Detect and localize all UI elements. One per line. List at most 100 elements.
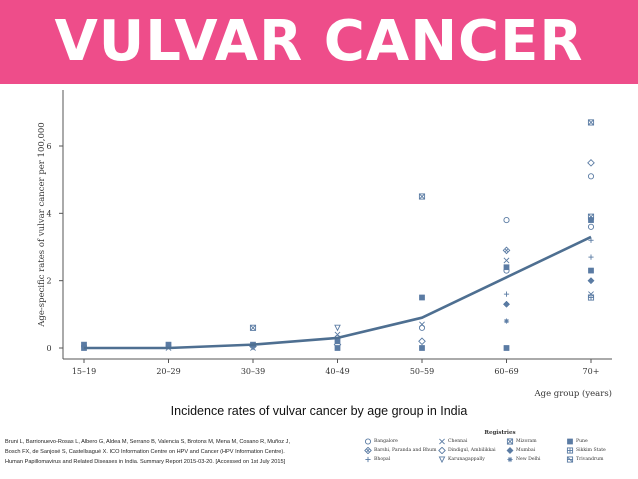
legend-marker-icon bbox=[567, 438, 573, 445]
scatter-point bbox=[503, 291, 510, 297]
scatter-point bbox=[587, 277, 595, 285]
legend-label: Bhopal bbox=[374, 457, 391, 462]
mean-series-line bbox=[84, 235, 592, 350]
legend-item: Bhopal bbox=[364, 456, 438, 463]
scatter-point bbox=[588, 237, 594, 243]
legend-item: Bangalore bbox=[364, 438, 438, 445]
legend-label: Barshi, Paranda and Bhum bbox=[374, 448, 437, 453]
scatter-point bbox=[418, 324, 426, 331]
citation-line: Human Papillomavirus and Related Disease… bbox=[5, 459, 286, 465]
incidence-chart: 0 2 4 6 15–19 20–29 30–39 40–49 50–59 60–69 70+ Age… bbox=[37, 90, 612, 399]
citation: Bruni L, Barrionuevo-Rosas L, Albero G, … bbox=[5, 437, 355, 467]
x-tick-label: 50–59 bbox=[410, 367, 434, 376]
scatter-point bbox=[503, 267, 510, 274]
scatter-point bbox=[506, 438, 514, 445]
y-tick-label: 0 bbox=[46, 344, 51, 353]
legend-marker-icon bbox=[506, 447, 514, 454]
scatter-point bbox=[507, 456, 513, 463]
legend-marker-icon bbox=[438, 447, 446, 454]
legend-marker-icon bbox=[566, 456, 574, 463]
citation-line: Bosch FX, de Sanjosé S, Castellsagué X. … bbox=[5, 449, 285, 455]
scatter-point bbox=[587, 294, 595, 301]
legend-marker-icon bbox=[364, 438, 372, 445]
scatter-point bbox=[587, 119, 595, 126]
legend-item: Barshi, Paranda and Bhum bbox=[364, 447, 438, 454]
scatter-point bbox=[587, 173, 595, 180]
legend-marker-icon bbox=[439, 438, 445, 445]
chart-caption: Incidence rates of vulvar cancer by age … bbox=[170, 404, 468, 418]
scatter-point bbox=[503, 318, 510, 324]
legend-label: Mizoram bbox=[516, 439, 537, 444]
page-title: VULVAR CANCER bbox=[54, 9, 584, 74]
legend-item: Mizoram bbox=[506, 438, 566, 445]
legend-item: Mumbai bbox=[506, 447, 566, 454]
scatter-point bbox=[503, 217, 510, 224]
scatter-point bbox=[439, 438, 445, 445]
scatter-point bbox=[502, 246, 511, 255]
x-axis-label: Age group (years) bbox=[533, 388, 612, 399]
scatter-point bbox=[250, 345, 256, 351]
scatter-point bbox=[418, 337, 426, 346]
legend-marker-icon bbox=[438, 456, 446, 463]
scatter-point bbox=[588, 217, 594, 223]
scatter-point bbox=[418, 193, 426, 200]
scatter-point bbox=[502, 300, 511, 308]
y-tick-label: 2 bbox=[46, 277, 51, 286]
scatter-point bbox=[503, 264, 510, 271]
legend-label: Chennai bbox=[448, 439, 468, 444]
legend-marker-icon bbox=[365, 456, 371, 463]
legend-label: Pune bbox=[576, 439, 588, 444]
scatter-point bbox=[365, 456, 371, 463]
scatter-point bbox=[587, 158, 595, 167]
legend-label: Trivandrum bbox=[576, 457, 604, 462]
legend-item: Karunagappally bbox=[438, 456, 506, 463]
scatter-point bbox=[419, 294, 425, 301]
legend-marker-icon bbox=[506, 438, 514, 445]
x-tick-label: 70+ bbox=[583, 367, 600, 376]
scatter-point bbox=[566, 456, 574, 463]
scatter-point bbox=[334, 324, 341, 332]
scatter-point bbox=[567, 438, 573, 445]
legend-item: Trivandrum bbox=[566, 456, 636, 463]
legend-item: Chennai bbox=[438, 438, 506, 445]
scatter-point bbox=[419, 345, 425, 351]
legend-label: Dindigul, Ambilikkai bbox=[448, 448, 496, 453]
legend-label: Karunagappally bbox=[448, 457, 485, 462]
x-tick-label: 20–29 bbox=[156, 367, 180, 376]
legend-grid: Bangalore Chennai Mizoram Pune Barshi, Paran… bbox=[364, 438, 636, 463]
legend-item: Sikkim State bbox=[566, 447, 636, 454]
legend-item: New Delhi bbox=[506, 456, 566, 463]
y-tick-label: 6 bbox=[46, 142, 51, 151]
legend-label: New Delhi bbox=[516, 457, 541, 462]
scatter-point bbox=[364, 438, 372, 445]
scatter-point bbox=[334, 345, 341, 351]
x-tick-label: 15–19 bbox=[72, 367, 96, 376]
scatter-point bbox=[588, 267, 594, 274]
legend-marker-icon bbox=[507, 456, 513, 463]
legend-item: Pune bbox=[566, 438, 636, 445]
chart-legend: Registries Bangalore Chennai Mizoram Pune Ba… bbox=[364, 430, 636, 463]
scatter-point bbox=[438, 447, 446, 454]
scatter-point bbox=[588, 291, 594, 298]
scatter-point bbox=[249, 324, 257, 331]
title-banner bbox=[0, 0, 638, 84]
y-axis-label: Age-specific rates of vulvar cancer per … bbox=[37, 122, 47, 327]
scatter-point bbox=[438, 456, 446, 463]
scatter-point bbox=[364, 447, 372, 454]
legend-label: Sikkim State bbox=[576, 448, 606, 453]
legend-item: Dindigul, Ambilikkai bbox=[438, 447, 506, 454]
legend-title: Registries bbox=[484, 430, 516, 436]
x-tick-label: 30–39 bbox=[241, 367, 265, 376]
scatter-point bbox=[503, 257, 510, 264]
scatter-point bbox=[506, 447, 514, 454]
legend-label: Bangalore bbox=[374, 439, 398, 444]
x-tick-label: 60–69 bbox=[494, 367, 518, 376]
scatter-point bbox=[588, 254, 594, 260]
scatter-point bbox=[566, 447, 574, 454]
y-tick-label: 4 bbox=[46, 209, 51, 218]
x-tick-label: 40–49 bbox=[325, 367, 349, 376]
legend-marker-icon bbox=[566, 447, 574, 454]
scatter-point bbox=[503, 345, 510, 351]
legend-label: Mumbai bbox=[516, 448, 536, 453]
citation-line: Bruni L, Barrionuevo-Rosas L, Albero G, … bbox=[5, 439, 290, 445]
